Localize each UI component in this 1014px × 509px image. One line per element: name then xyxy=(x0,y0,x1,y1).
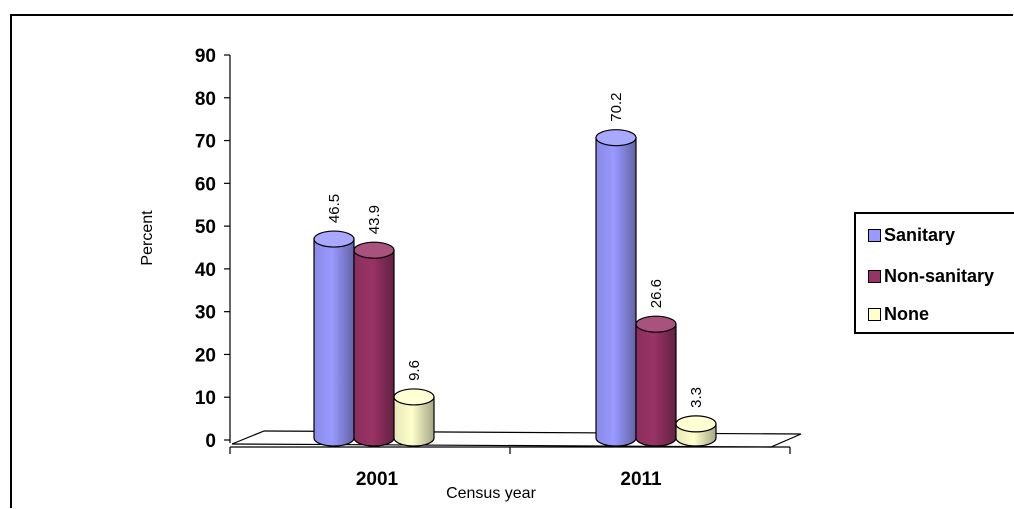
bar-body xyxy=(635,323,677,447)
y-tick-label: 20 xyxy=(195,345,216,366)
legend-item-sanitary: Sanitary xyxy=(868,224,955,246)
legend-label: None xyxy=(884,303,929,324)
data-label: 43.9 xyxy=(366,205,383,234)
bar xyxy=(313,230,355,447)
bar xyxy=(393,388,435,447)
bar-top xyxy=(353,241,395,259)
bars xyxy=(313,129,717,447)
bar-body xyxy=(393,396,435,447)
bar-top xyxy=(635,315,677,333)
y-tick-label: 0 xyxy=(205,431,216,452)
legend-label: Sanitary xyxy=(884,224,956,245)
bar-top xyxy=(595,129,637,147)
bar-top xyxy=(393,388,435,406)
y-axis: 0 10 20 30 40 50 60 70 80 90 xyxy=(195,46,231,452)
y-axis-title: Percent xyxy=(139,210,156,266)
bar-body xyxy=(595,137,637,447)
bar-body xyxy=(313,238,355,447)
bar xyxy=(675,415,717,447)
x-axis-title: Census year xyxy=(446,485,536,502)
bar xyxy=(595,129,637,447)
chart-frame xyxy=(10,14,1013,508)
legend: Sanitary Non-sanitary None xyxy=(854,212,1014,334)
y-tick-label: 50 xyxy=(195,217,216,238)
legend-swatch xyxy=(868,307,881,321)
y-tick-label: 70 xyxy=(195,132,216,153)
legend-item-none: None xyxy=(868,303,929,325)
legend-swatch xyxy=(868,228,881,242)
y-tick-label: 40 xyxy=(195,260,216,281)
data-labels: 46.5 70.2 43.9 26.6 9.6 3.3 xyxy=(326,92,705,407)
y-tick-label: 60 xyxy=(195,174,216,195)
x-axis: 2001 2011 xyxy=(229,446,791,490)
bar-top xyxy=(313,230,355,248)
data-label: 26.6 xyxy=(648,279,665,308)
y-tick-label: 30 xyxy=(195,303,216,324)
data-label: 70.2 xyxy=(608,92,625,121)
x-tick-label: 2001 xyxy=(356,469,399,490)
y-tick-label: 90 xyxy=(195,46,216,67)
bar-body xyxy=(353,249,395,447)
y-tick-label: 80 xyxy=(195,89,216,110)
legend-item-non-sanitary: Non-sanitary xyxy=(868,265,994,287)
legend-swatch xyxy=(868,269,881,283)
y-tick-label: 10 xyxy=(195,388,216,409)
x-tick-label: 2011 xyxy=(620,469,662,490)
legend-label: Non-sanitary xyxy=(884,265,995,286)
data-label: 46.5 xyxy=(326,194,343,223)
data-label: 9.6 xyxy=(406,360,423,381)
data-label: 3.3 xyxy=(688,387,705,408)
bar xyxy=(353,241,395,447)
bar xyxy=(635,315,677,447)
bar-top xyxy=(675,415,717,433)
